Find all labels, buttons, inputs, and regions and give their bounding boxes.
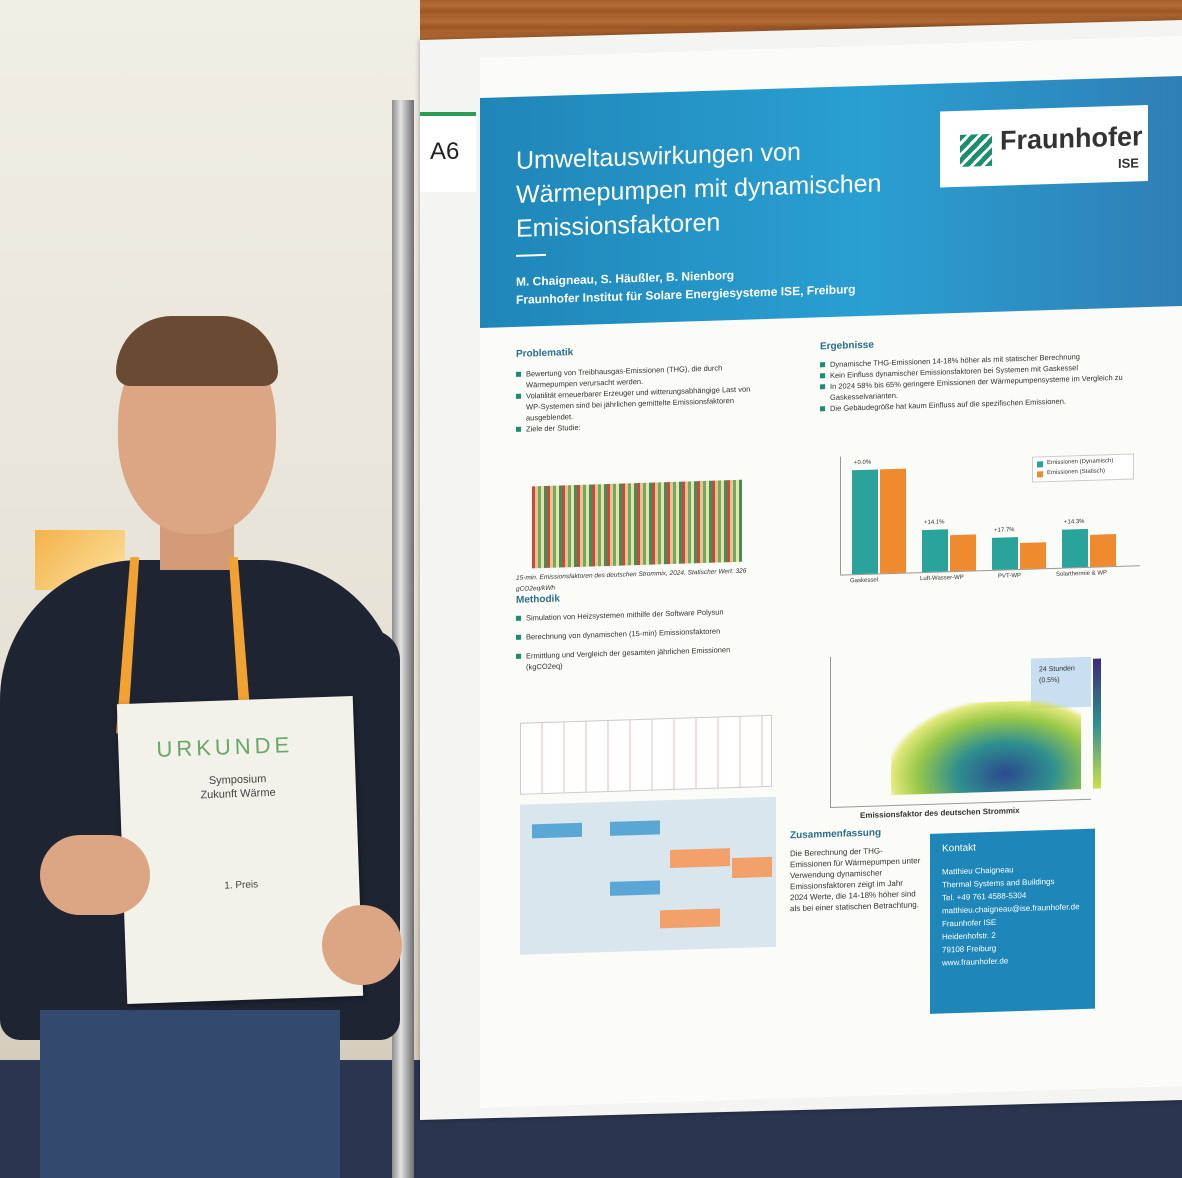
scatter-xlabel: Emissionsfaktor des deutschen Strommix bbox=[860, 806, 1020, 821]
flow-box bbox=[532, 822, 582, 839]
legend-swatch bbox=[1037, 461, 1043, 468]
bar-pct: +14.1% bbox=[924, 519, 945, 527]
legend-item: Emissionen (Statisch) bbox=[1047, 468, 1106, 477]
bar-label: Solarthermie & WP bbox=[1056, 570, 1108, 578]
flow-box bbox=[670, 848, 730, 869]
fraunhofer-mark-icon bbox=[960, 133, 992, 167]
bar-chart-axis bbox=[840, 456, 841, 575]
section-problematik: Problematik bbox=[516, 347, 574, 360]
board-number-sign: A6 bbox=[420, 112, 476, 192]
heatmap-figure bbox=[532, 479, 742, 569]
colorbar bbox=[1093, 658, 1101, 789]
methodik-list: Simulation von Heizsystemen mithilfe der… bbox=[516, 605, 766, 673]
bar-pvt-stat bbox=[1020, 542, 1046, 570]
bar-pct: +0.0% bbox=[854, 459, 872, 467]
flow-box bbox=[660, 908, 720, 929]
heatmap-caption: 15-min. Emissionsfaktoren des deutschen … bbox=[516, 567, 747, 593]
bar-pvt-dyn bbox=[992, 537, 1018, 570]
bar-legend: Emissionen (Dynamisch) Emissionen (Stati… bbox=[1032, 453, 1134, 483]
ergebnisse-list: Dynamische THG-Emissionen 14-18% höher a… bbox=[820, 349, 1150, 414]
legend-swatch bbox=[1037, 471, 1043, 478]
bar-label: Gaskessel bbox=[850, 577, 879, 585]
poster-title-line-3: Emissionsfaktoren bbox=[516, 208, 721, 243]
methodik-item: Simulation von Heizsystemen mithilfe der… bbox=[516, 605, 766, 624]
bar-chart: +0.0% +14.1% +17.7% +14.3% Gaskessel Luf… bbox=[820, 447, 1140, 587]
flow-box bbox=[610, 880, 660, 896]
board-number: A6 bbox=[430, 138, 460, 165]
methodik-item: Berechnung von dynamischen (15-min) Emis… bbox=[516, 624, 766, 643]
bar-label: PVT-WP bbox=[998, 572, 1022, 580]
contact-box: Kontakt Matthieu Chaigneau Thermal Syste… bbox=[930, 828, 1095, 1014]
bar-solar-stat bbox=[1090, 534, 1116, 567]
section-zusammenfassung: Zusammenfassung bbox=[790, 827, 882, 842]
poster-header: Umweltauswirkungen von Wärmepumpen mit d… bbox=[480, 75, 1182, 329]
left-hand bbox=[40, 835, 150, 915]
bar-label: Luft-Wasser-WP bbox=[920, 574, 964, 583]
person-jeans bbox=[40, 1010, 340, 1178]
bar-luft-dyn bbox=[922, 529, 948, 573]
contact-heading: Kontakt bbox=[942, 842, 976, 855]
section-methodik: Methodik bbox=[516, 593, 560, 606]
bar-luft-stat bbox=[950, 534, 976, 572]
scatter-points bbox=[891, 699, 1081, 796]
poster: Umweltauswirkungen von Wärmepumpen mit d… bbox=[480, 35, 1182, 1109]
certificate-prize: 1. Preis bbox=[224, 879, 259, 892]
scatter-plot: 24 Stunden (0.5%) bbox=[830, 648, 1101, 809]
contact-lines: Matthieu Chaigneau Thermal Systems and B… bbox=[942, 861, 1080, 969]
bar-pct: +17.7% bbox=[994, 527, 1015, 534]
person-hair bbox=[116, 316, 278, 386]
methodik-item: Ermittlung und Vergleich der gesamten jä… bbox=[516, 643, 766, 673]
scatter-note: 24 Stunden (0.5%) bbox=[1039, 665, 1075, 685]
flow-box bbox=[610, 820, 660, 836]
section-ergebnisse: Ergebnisse bbox=[820, 339, 874, 353]
right-hand bbox=[322, 905, 402, 985]
calculation-flowchart bbox=[520, 796, 776, 955]
logo-sub: ISE bbox=[1118, 155, 1139, 171]
bar-solar-dyn bbox=[1062, 528, 1088, 568]
title-divider bbox=[516, 253, 546, 257]
bar-gaskessel-dyn bbox=[852, 469, 878, 575]
flow-box bbox=[732, 856, 772, 879]
problematik-list: Bewertung von Treibhausgas-Emissionen (T… bbox=[516, 361, 766, 435]
zusammenfassung-text: Die Berechnung der THG-Emissionen für Wä… bbox=[790, 846, 921, 914]
fraunhofer-logo: Fraunhofer ISE bbox=[940, 105, 1148, 188]
logo-name: Fraunhofer bbox=[1000, 121, 1143, 156]
poster-authors: M. Chaigneau, S. Häußler, B. Nienborg bbox=[516, 268, 735, 289]
block-diagram bbox=[520, 714, 772, 795]
certificate-title: URKUNDE bbox=[156, 732, 294, 762]
bar-pct: +14.3% bbox=[1064, 519, 1085, 526]
bar-gaskessel-stat bbox=[880, 468, 906, 574]
